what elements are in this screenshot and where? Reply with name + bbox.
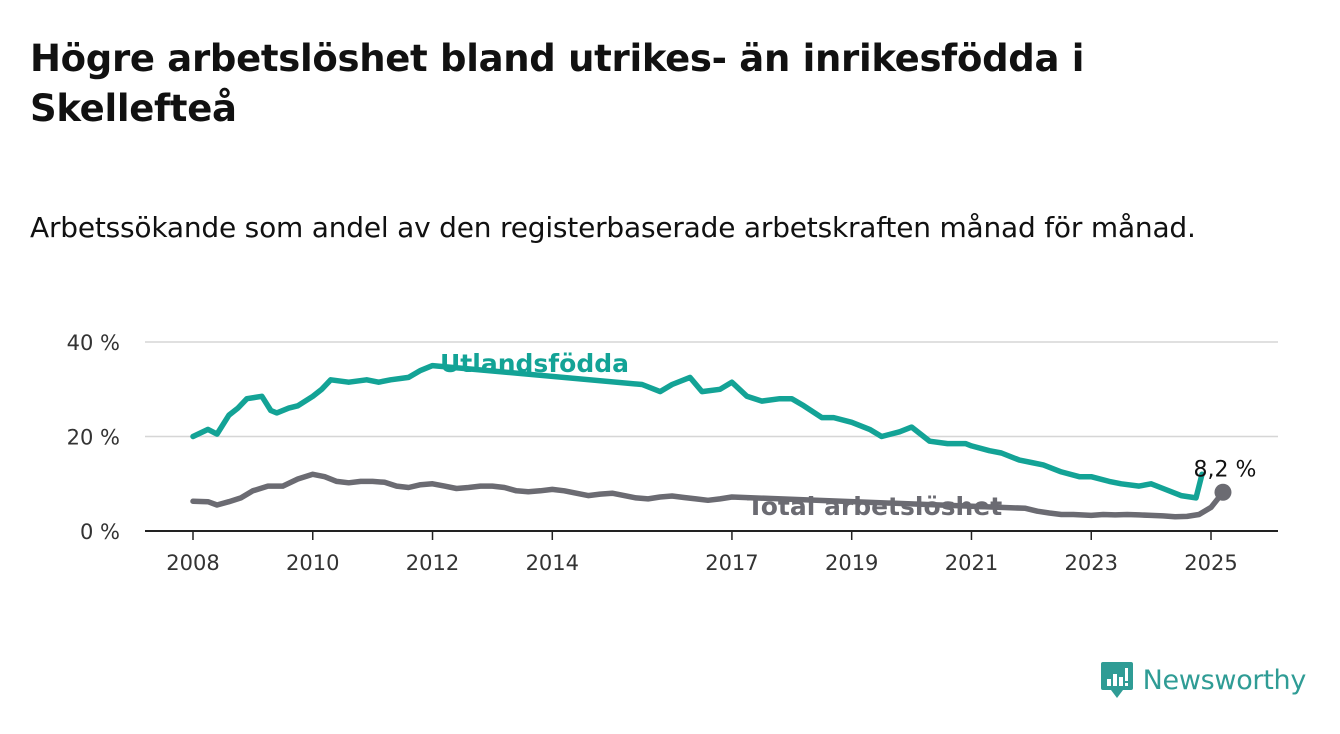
series-labels: Utlandsfödda Total arbetslöshet 8,2 % bbox=[440, 349, 1256, 521]
series-line-utlandsfodda bbox=[190, 362, 1205, 501]
brand-name: Newsworthy bbox=[1142, 664, 1307, 696]
series-label-utlandsfodda: Utlandsfödda bbox=[440, 349, 629, 378]
x-axis: 2008 2010 2012 2014 2017 2019 2021 2023 2025 bbox=[166, 531, 1238, 575]
line-chart: 2008 2010 2012 2014 2017 2019 2021 2023 2025 0 %… bbox=[67, 331, 1278, 575]
series-label-total: Total arbetslöshet bbox=[747, 492, 1002, 521]
x-tick-label: 2025 bbox=[1184, 551, 1237, 575]
x-tick-label: 2017 bbox=[705, 551, 758, 575]
newsworthy-logo: Newsworthy bbox=[1099, 660, 1306, 700]
end-point-marker bbox=[1214, 483, 1232, 501]
gridlines bbox=[145, 341, 1278, 532]
chart-subtitle: Arbetssökande som andel av den registerb… bbox=[30, 211, 1196, 244]
end-value-label: 8,2 % bbox=[1194, 457, 1257, 482]
y-tick-label: 0 % bbox=[80, 520, 120, 544]
x-tick-label: 2019 bbox=[825, 551, 878, 575]
x-tick-label: 2012 bbox=[406, 551, 459, 575]
series-line-total bbox=[190, 471, 1226, 520]
y-tick-label: 40 % bbox=[67, 331, 120, 355]
series-lines bbox=[190, 362, 1226, 520]
x-tick-label: 2023 bbox=[1065, 551, 1118, 575]
x-tick-label: 2010 bbox=[286, 551, 339, 575]
y-tick-label: 20 % bbox=[67, 426, 120, 450]
x-tick-label: 2014 bbox=[526, 551, 579, 575]
x-tick-label: 2008 bbox=[166, 551, 219, 575]
x-tick-label: 2021 bbox=[945, 551, 998, 575]
chart-title: Högre arbetslöshet bland utrikes- än inr… bbox=[30, 37, 1085, 130]
newsworthy-logo-icon bbox=[1100, 662, 1133, 698]
y-axis: 0 % 20 % 40 % bbox=[67, 331, 120, 544]
